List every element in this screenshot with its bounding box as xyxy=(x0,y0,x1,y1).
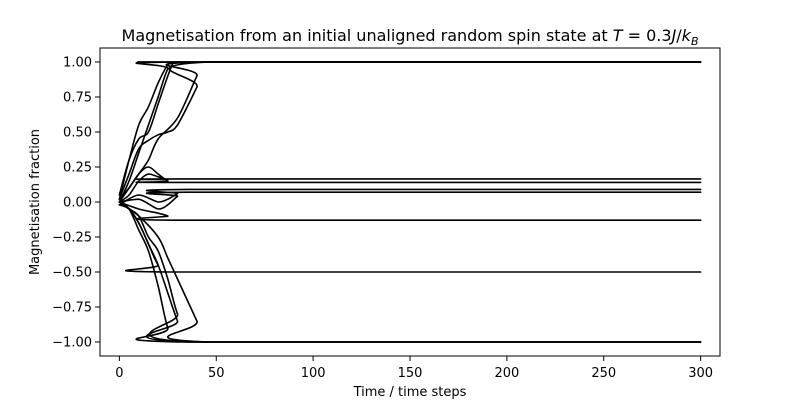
chart-title-slash: / xyxy=(676,26,682,45)
plot-frame xyxy=(99,47,721,357)
magnetisation-series-11 xyxy=(118,204,702,273)
magnetisation-series-13 xyxy=(118,204,702,343)
x-tick-label: 150 xyxy=(398,366,423,381)
magnetisation-series-5 xyxy=(118,61,702,200)
chart-title-temperature-symbol: T xyxy=(613,26,624,45)
x-tick-label: 100 xyxy=(301,366,326,381)
chart-title-boltzmann-subscript: B xyxy=(691,35,699,48)
y-tick-label: 1.00 xyxy=(63,56,92,71)
y-axis-label: Magnetisation fraction xyxy=(28,129,43,275)
y-tick-label: 0.25 xyxy=(63,161,92,176)
x-axis-label: Time / time steps xyxy=(353,385,467,400)
y-tick-label: 0.50 xyxy=(63,126,92,141)
chart-title-coupling-symbol: J xyxy=(669,26,677,45)
x-tick-label: 300 xyxy=(688,366,713,381)
axis-ticks: 0 50 100 150 200 250 300 1.00 0.75 0.50 0.25 0.00 −0… xyxy=(52,56,713,382)
y-tick-label: −0.75 xyxy=(52,301,92,316)
magnetisation-series-9 xyxy=(118,191,702,210)
x-tick-label: 200 xyxy=(494,366,519,381)
chart-title-prefix: Magnetisation from an initial unaligned … xyxy=(122,26,613,45)
y-tick-label: −0.50 xyxy=(52,266,92,281)
y-tick-label: −0.25 xyxy=(52,231,92,246)
magnetisation-series-6 xyxy=(118,173,702,203)
chart-title-boltzmann-symbol: k xyxy=(682,26,692,45)
y-tick-label: −1.00 xyxy=(52,336,92,351)
magnetisation-series-10 xyxy=(118,201,702,222)
y-tick-label: 0.75 xyxy=(63,91,92,106)
magnetisation-series-2 xyxy=(118,61,702,203)
x-tick-label: 50 xyxy=(208,366,225,381)
magnetisation-series-3 xyxy=(118,61,702,196)
series-lines xyxy=(118,61,702,343)
magnetisation-series-8 xyxy=(118,188,702,206)
magnetisation-series-15 xyxy=(118,201,702,343)
y-tick-label: 0.00 xyxy=(63,196,92,211)
x-tick-label: 0 xyxy=(115,366,123,381)
magnetisation-series-4 xyxy=(118,61,702,203)
chart-title-equals: = 0.3 xyxy=(623,26,672,45)
magnetisation-series-7 xyxy=(118,166,702,200)
x-tick-label: 250 xyxy=(591,366,616,381)
chart-title: Magnetisation from an initial unaligned … xyxy=(122,26,699,48)
